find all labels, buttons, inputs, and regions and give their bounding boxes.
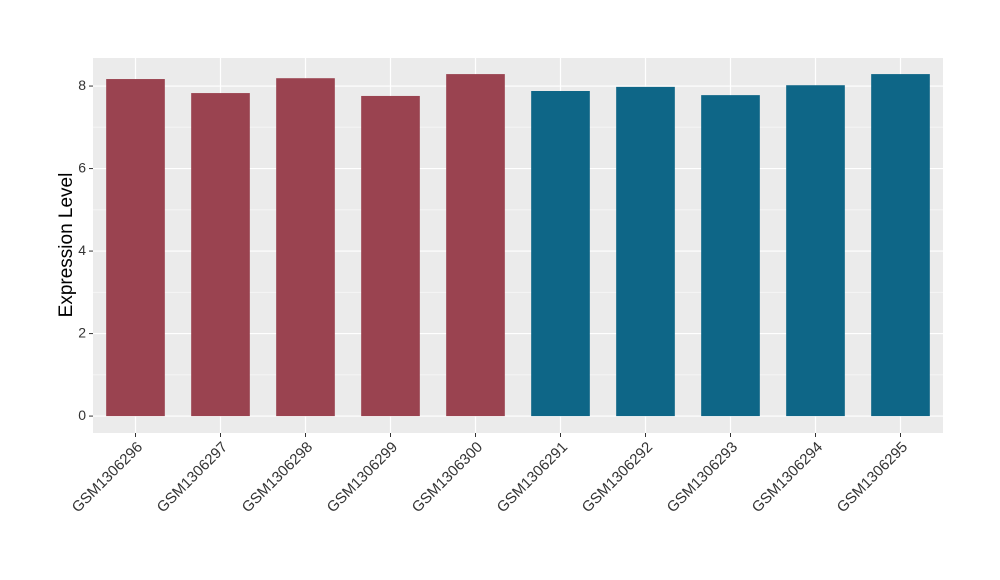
bar — [361, 95, 420, 417]
x-tick-label: GSM1306298 — [239, 439, 316, 516]
y-axis-title: Expression Level — [56, 173, 77, 318]
y-tick-label: 8 — [78, 77, 86, 93]
x-tick-label: GSM1306291 — [494, 439, 571, 516]
x-tick-label: GSM1306293 — [664, 439, 741, 516]
bar — [191, 93, 250, 417]
x-tick-label: GSM1306296 — [69, 439, 146, 516]
bar — [531, 91, 590, 417]
x-tick-label: GSM1306297 — [154, 439, 231, 516]
bar — [446, 74, 505, 417]
bar — [701, 95, 760, 417]
y-tick-label: 2 — [78, 324, 86, 340]
bar — [106, 79, 165, 417]
y-tick-label: 0 — [78, 407, 86, 423]
bar — [616, 86, 675, 417]
x-tick-label: GSM1306292 — [579, 439, 656, 516]
y-tick-label: 6 — [78, 159, 86, 175]
x-tick-label: GSM1306300 — [409, 439, 486, 516]
bar — [276, 78, 335, 417]
bar — [871, 74, 930, 417]
bar — [786, 85, 845, 417]
x-tick-label: GSM1306299 — [324, 439, 401, 516]
x-tick-label: GSM1306294 — [749, 439, 826, 516]
x-tick-label: GSM1306295 — [834, 439, 911, 516]
y-tick-label: 4 — [78, 242, 86, 258]
